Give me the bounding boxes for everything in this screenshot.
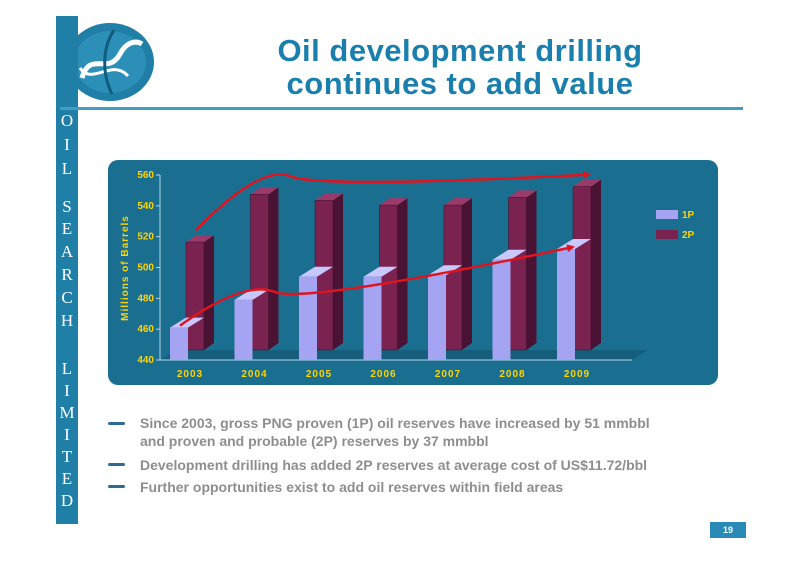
sidebar-letter: I <box>64 425 70 444</box>
bullet-1-line-2: and proven and probable (2P) reserves by… <box>140 433 489 449</box>
sidebar-letter: I <box>64 381 70 400</box>
x-tick-label: 2004 <box>241 369 267 380</box>
sidebar-letter: M <box>59 403 75 422</box>
x-tick-label: 2005 <box>306 369 332 380</box>
logo-s-curve-lower <box>78 67 130 78</box>
bullet-2: Development drilling has added 2P reserv… <box>140 457 648 473</box>
sidebar-letter: A <box>60 242 74 261</box>
title-line-1: Oil development drilling <box>277 33 643 68</box>
chart-floor <box>160 350 648 360</box>
sidebar-letter: R <box>61 265 73 284</box>
bar-2p-top <box>573 179 601 187</box>
bar-1p <box>299 276 317 360</box>
bullet-1-line-1: Since 2003, gross PNG proven (1P) oil re… <box>140 415 650 431</box>
y-tick-label: 500 <box>137 263 154 274</box>
bar-2p <box>250 194 269 351</box>
bar-1p-top <box>363 266 398 277</box>
sidebar-letter: E <box>61 469 73 488</box>
y-tick-label: 480 <box>137 293 154 304</box>
x-tick-label: 2003 <box>177 369 203 380</box>
x-tick-label: 2006 <box>370 369 396 380</box>
bar-2p-side <box>333 193 343 350</box>
sidebar-letter: I <box>64 135 70 154</box>
x-tick-label: 2009 <box>564 369 590 380</box>
bar-2p-side <box>397 198 408 350</box>
slide-title: Oil development drilling continues to ad… <box>200 34 720 100</box>
sidebar-letter: H <box>60 311 74 330</box>
bar-2p-top <box>186 235 214 243</box>
bar-2p-top <box>379 198 408 206</box>
sidebar-letter: C <box>61 288 73 307</box>
logo-swoosh <box>103 29 116 95</box>
company-logo <box>66 23 154 101</box>
y-tick-label: 560 <box>137 170 154 181</box>
sidebar-band <box>56 16 78 524</box>
bar-2p-side <box>591 179 601 350</box>
bar-1p <box>428 275 446 360</box>
bullet-dash-1 <box>108 422 125 425</box>
logo-s-curve <box>79 39 144 79</box>
bar-2p-side <box>526 190 537 350</box>
bar-1p-top <box>234 289 269 300</box>
bar-2p-top <box>250 187 279 195</box>
legend-swatch-1p <box>656 210 678 219</box>
trend-arrow-1p <box>179 244 575 327</box>
bullet-dash-3 <box>108 485 125 488</box>
sidebar-letter: L <box>61 159 73 178</box>
bar-1p-top <box>170 317 204 328</box>
bar-2p-side <box>204 235 214 350</box>
legend-label-2p: 2P <box>682 230 695 241</box>
bullet-dash-2 <box>108 463 125 466</box>
bullet-1: Since 2003, gross PNG proven (1P) oil re… <box>140 414 650 450</box>
bar-2p-side <box>268 187 279 350</box>
legend-label-1p: 1P <box>682 210 695 221</box>
sidebar-letter: O <box>60 111 74 130</box>
title-underline <box>60 107 743 110</box>
y-tick-label: 520 <box>137 232 154 243</box>
bar-2p <box>379 204 398 351</box>
bar-2p <box>443 204 463 351</box>
sidebar-letter: D <box>60 491 74 510</box>
bar-1p <box>234 299 253 360</box>
page-number: 19 <box>710 522 746 538</box>
x-tick-label: 2007 <box>435 369 461 380</box>
trend-arrow-2p <box>195 170 591 231</box>
reserves-chart: 440 460 480 500 520 540 560 Millions of Barrels… <box>108 160 718 385</box>
bar-2p-top <box>444 198 472 206</box>
sidebar-letter: E <box>61 219 73 238</box>
sidebar-letter: T <box>61 447 73 466</box>
y-tick-label: 540 <box>137 201 154 212</box>
bar-1p-top <box>299 266 333 277</box>
bar-2p <box>185 241 205 351</box>
bar-1p-top <box>557 239 591 249</box>
x-tick-label: 2008 <box>499 369 525 380</box>
bar-2p <box>572 186 592 351</box>
bar-2p-top <box>508 190 537 198</box>
bar-2p-top <box>315 193 343 201</box>
bar-2p <box>508 197 527 351</box>
bar-1p <box>492 259 511 360</box>
bar-1p <box>557 249 575 360</box>
bar-1p-top <box>428 265 462 276</box>
legend-swatch-2p <box>656 230 678 239</box>
bar-1p-top <box>492 249 527 260</box>
y-tick-label: 460 <box>137 324 154 335</box>
bar-2p-side <box>462 198 472 350</box>
title-line-2: continues to add value <box>286 66 634 101</box>
y-tick-label: 440 <box>137 355 154 366</box>
bar-1p <box>170 327 188 360</box>
bar-1p <box>363 276 382 360</box>
sidebar-letter: L <box>61 359 73 378</box>
sidebar-letter: S <box>62 197 72 216</box>
bullet-3: Further opportunities exist to add oil r… <box>140 479 564 495</box>
y-axis-label: Millions of Barrels <box>120 215 131 321</box>
